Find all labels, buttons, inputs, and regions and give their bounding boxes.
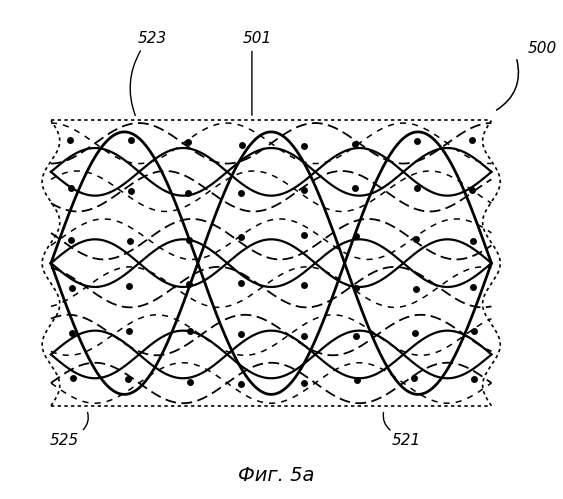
Text: 501: 501 [243,31,272,46]
Text: 523: 523 [138,31,167,46]
Text: 525: 525 [50,433,79,448]
Text: 500: 500 [527,41,556,56]
Text: Фиг. 5а: Фиг. 5а [239,466,315,485]
Text: 521: 521 [391,433,421,448]
